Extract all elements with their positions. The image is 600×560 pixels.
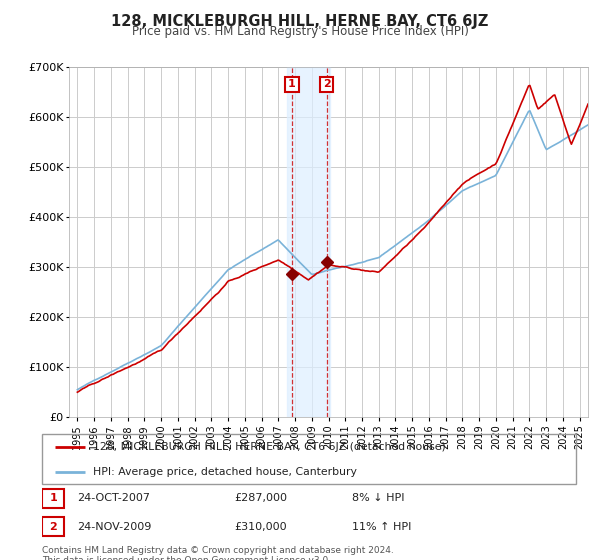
Text: £287,000: £287,000 [234, 493, 287, 503]
Text: 1: 1 [288, 80, 296, 90]
Bar [287, 67, 330, 417]
Bar [42, 517, 64, 536]
Text: 128, MICKLEBURGH HILL, HERNE BAY, CT6 6JZ: 128, MICKLEBURGH HILL, HERNE BAY, CT6 6J… [112, 14, 488, 29]
Text: 11% ↑ HPI: 11% ↑ HPI [352, 521, 411, 531]
Text: HPI: Average price, detached house, Canterbury: HPI: Average price, detached house, Cant… [93, 467, 356, 477]
Text: 128, MICKLEBURGH HILL, HERNE BAY, CT6 6JZ (detached house): 128, MICKLEBURGH HILL, HERNE BAY, CT6 6J… [93, 442, 445, 451]
Text: Price paid vs. HM Land Registry's House Price Index (HPI): Price paid vs. HM Land Registry's House … [131, 25, 469, 38]
Text: £310,000: £310,000 [234, 521, 287, 531]
Text: 24-NOV-2009: 24-NOV-2009 [77, 521, 151, 531]
Text: Contains HM Land Registry data © Crown copyright and database right 2024.
This d: Contains HM Land Registry data © Crown c… [42, 546, 394, 560]
Text: 24-OCT-2007: 24-OCT-2007 [77, 493, 150, 503]
Text: 2: 2 [49, 521, 57, 531]
Bar [42, 489, 64, 508]
Text: 1: 1 [49, 493, 57, 503]
Text: 2: 2 [323, 80, 331, 90]
Text: 8% ↓ HPI: 8% ↓ HPI [352, 493, 404, 503]
